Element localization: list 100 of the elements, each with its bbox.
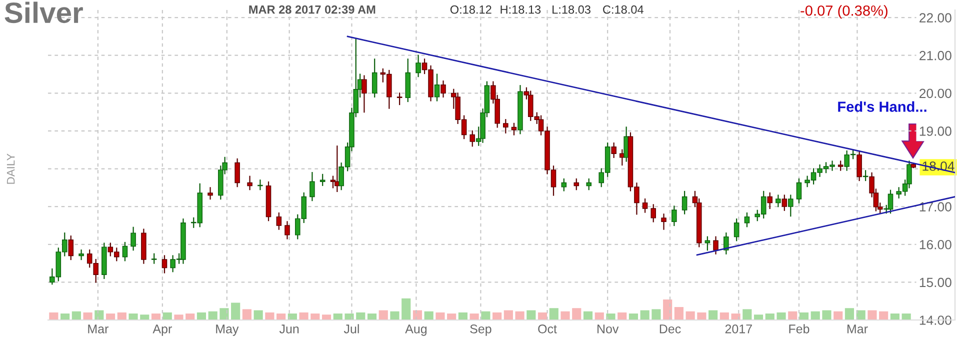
candlestick [503,119,508,134]
bar [697,312,706,320]
bar [742,309,752,320]
y-tick-label: 19.00 [920,126,952,136]
bar [208,311,218,320]
bar [549,308,558,320]
bar [231,302,240,320]
candlestick [561,178,567,192]
candlestick [744,212,750,228]
bar [220,308,229,320]
bar [140,314,150,320]
bar [378,310,388,320]
candlestick [713,236,718,254]
candlestick [788,194,794,217]
bar [128,314,138,320]
candlestick [247,176,252,190]
y-tick-label: 16.00 [920,240,952,250]
annotation: Fed's Hand... [838,101,926,112]
bar [902,314,911,320]
bar [708,310,718,320]
annotation: O:18.12 [450,5,492,14]
y-tick-label: 21.00 [920,50,952,60]
x-tick-label: Jun [279,324,299,334]
bar [117,312,126,320]
bar [174,314,184,320]
candlestick [724,232,729,254]
annotation: C:18.04 [603,5,644,14]
candlestick [284,221,290,240]
bar [606,314,616,320]
bar [879,311,888,320]
candlestick [122,242,128,262]
bar [333,314,342,320]
annotation: -0.07 (0.38%) [800,5,888,19]
bar [322,314,332,320]
bar [299,312,308,320]
bar [788,311,798,320]
candlestick [776,194,781,208]
bar [674,307,684,320]
bar [162,312,172,320]
bar [242,309,252,320]
bar [390,311,400,320]
bar [776,312,786,320]
candlestick [682,190,688,214]
candlestick [162,255,168,274]
candlestick [470,130,476,147]
candlestick [440,80,446,98]
x-tick-label: Apr [152,324,172,336]
bar [890,314,900,320]
candlestick [661,214,666,230]
candlestick [767,192,772,210]
bar [356,312,366,320]
bar [560,311,570,320]
bar [83,312,92,320]
candlestick [642,198,648,213]
bar [686,311,695,320]
bar [402,298,411,320]
bar [196,312,206,320]
bar [436,312,445,320]
bar [186,314,195,320]
bar [310,314,320,320]
candlestick [416,54,421,78]
bar [583,311,593,320]
x-tick-label: 2017 [725,324,752,334]
bar [151,314,161,320]
chart-title: Silver [4,2,83,24]
candlestick [856,150,862,182]
candlestick [78,250,84,260]
x-tick-label: Nov [598,324,619,334]
candlestick [372,58,378,98]
bar [367,314,377,320]
candlestick [796,178,802,204]
x-tick-label: Oct [538,324,557,334]
y-tick-label: 20.00 [920,88,952,98]
candlestick [574,178,580,190]
bar [49,312,58,320]
x-tick-label: Sep [470,324,492,336]
bar [652,309,661,320]
candlestick [151,253,157,264]
candlestick [434,74,440,102]
bar [640,310,650,320]
bar [765,314,774,320]
y-tick-label: 22.00 [920,13,952,22]
x-tick-label: Aug [405,324,427,336]
candlestick [888,190,894,214]
bar [618,312,627,320]
candlestick [310,172,315,202]
candlestick [782,194,788,211]
x-tick-label: Mar [88,324,108,334]
bar [572,308,582,320]
candlestick [396,92,402,106]
bar [504,310,513,320]
bar [754,314,764,320]
bar [731,314,740,320]
bar [265,312,274,320]
x-tick-label: May [216,324,239,336]
bar [594,312,604,320]
candlestick [586,178,592,190]
bar [276,314,286,320]
bar [470,314,479,320]
bar [799,312,809,320]
